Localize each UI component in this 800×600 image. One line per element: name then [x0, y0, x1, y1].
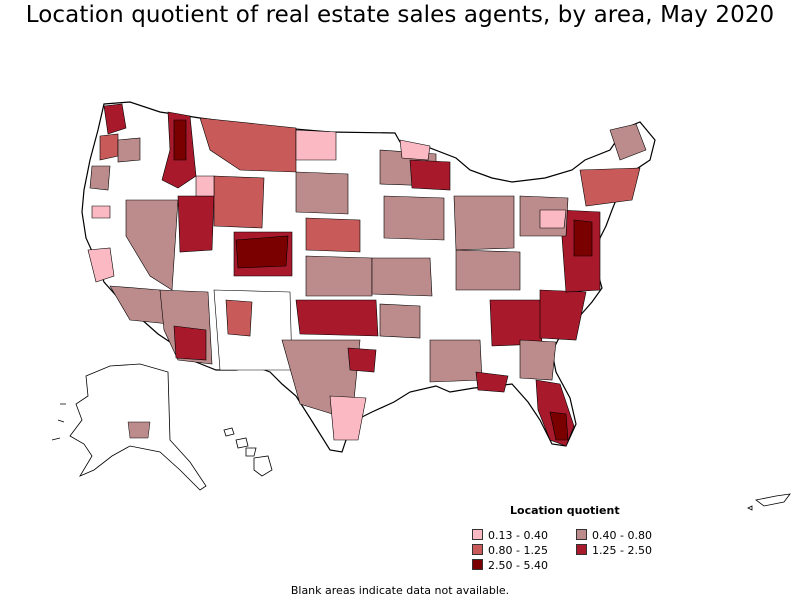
legend-label: 0.13 - 0.40 [488, 529, 548, 542]
legend-swatch [576, 529, 587, 540]
legend-item: 0.13 - 0.40 [472, 529, 548, 543]
legend-label: 0.40 - 0.80 [592, 529, 652, 542]
legend-title: Location quotient [510, 504, 620, 517]
contiguous-us [81, 101, 656, 453]
legend-swatch [576, 544, 587, 555]
map-title: Location quotient of real estate sales a… [25, 2, 775, 28]
map-legend: Location quotient 0.13 - 0.40 0.40 - 0.8… [468, 504, 698, 574]
legend-swatch [472, 544, 483, 555]
legend-label: 1.25 - 2.50 [592, 544, 652, 557]
legend-item: 2.50 - 5.40 [472, 559, 548, 573]
puerto-rico [747, 493, 791, 511]
legend-swatch [472, 559, 483, 570]
legend-label: 2.50 - 5.40 [488, 559, 548, 572]
hawaii [223, 427, 273, 477]
colored-areas [87, 103, 647, 447]
legend-label: 0.80 - 1.25 [488, 544, 548, 557]
alaska [51, 363, 207, 491]
legend-item: 0.40 - 0.80 [576, 529, 652, 543]
blank-areas-note: Blank areas indicate data not available. [290, 584, 510, 597]
legend-item: 0.80 - 1.25 [472, 544, 548, 558]
legend-item: 1.25 - 2.50 [576, 544, 652, 558]
legend-swatch [472, 529, 483, 540]
